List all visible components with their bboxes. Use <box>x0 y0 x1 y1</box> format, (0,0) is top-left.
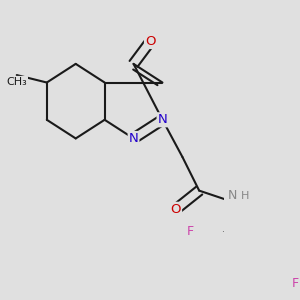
Text: H: H <box>241 191 249 201</box>
Text: F: F <box>291 277 298 290</box>
Text: N: N <box>158 113 167 126</box>
Text: O: O <box>171 203 181 216</box>
Text: F: F <box>187 225 194 238</box>
Text: N: N <box>129 132 138 145</box>
Text: N: N <box>228 189 237 202</box>
Text: O: O <box>145 35 155 48</box>
Text: CH₃: CH₃ <box>6 77 27 87</box>
